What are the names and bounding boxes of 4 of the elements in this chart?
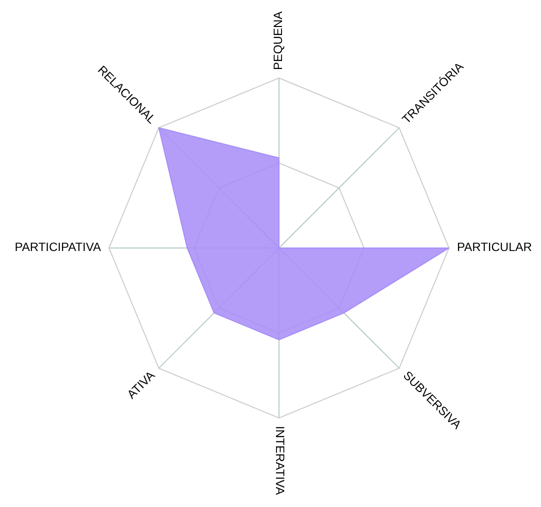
spoke-label: INTERATIVA bbox=[272, 426, 287, 495]
spoke-label: PARTICIPATIVA bbox=[14, 240, 101, 254]
spoke-label: PEQUENA bbox=[271, 11, 286, 70]
spoke-label: PARTICULAR bbox=[457, 240, 532, 254]
